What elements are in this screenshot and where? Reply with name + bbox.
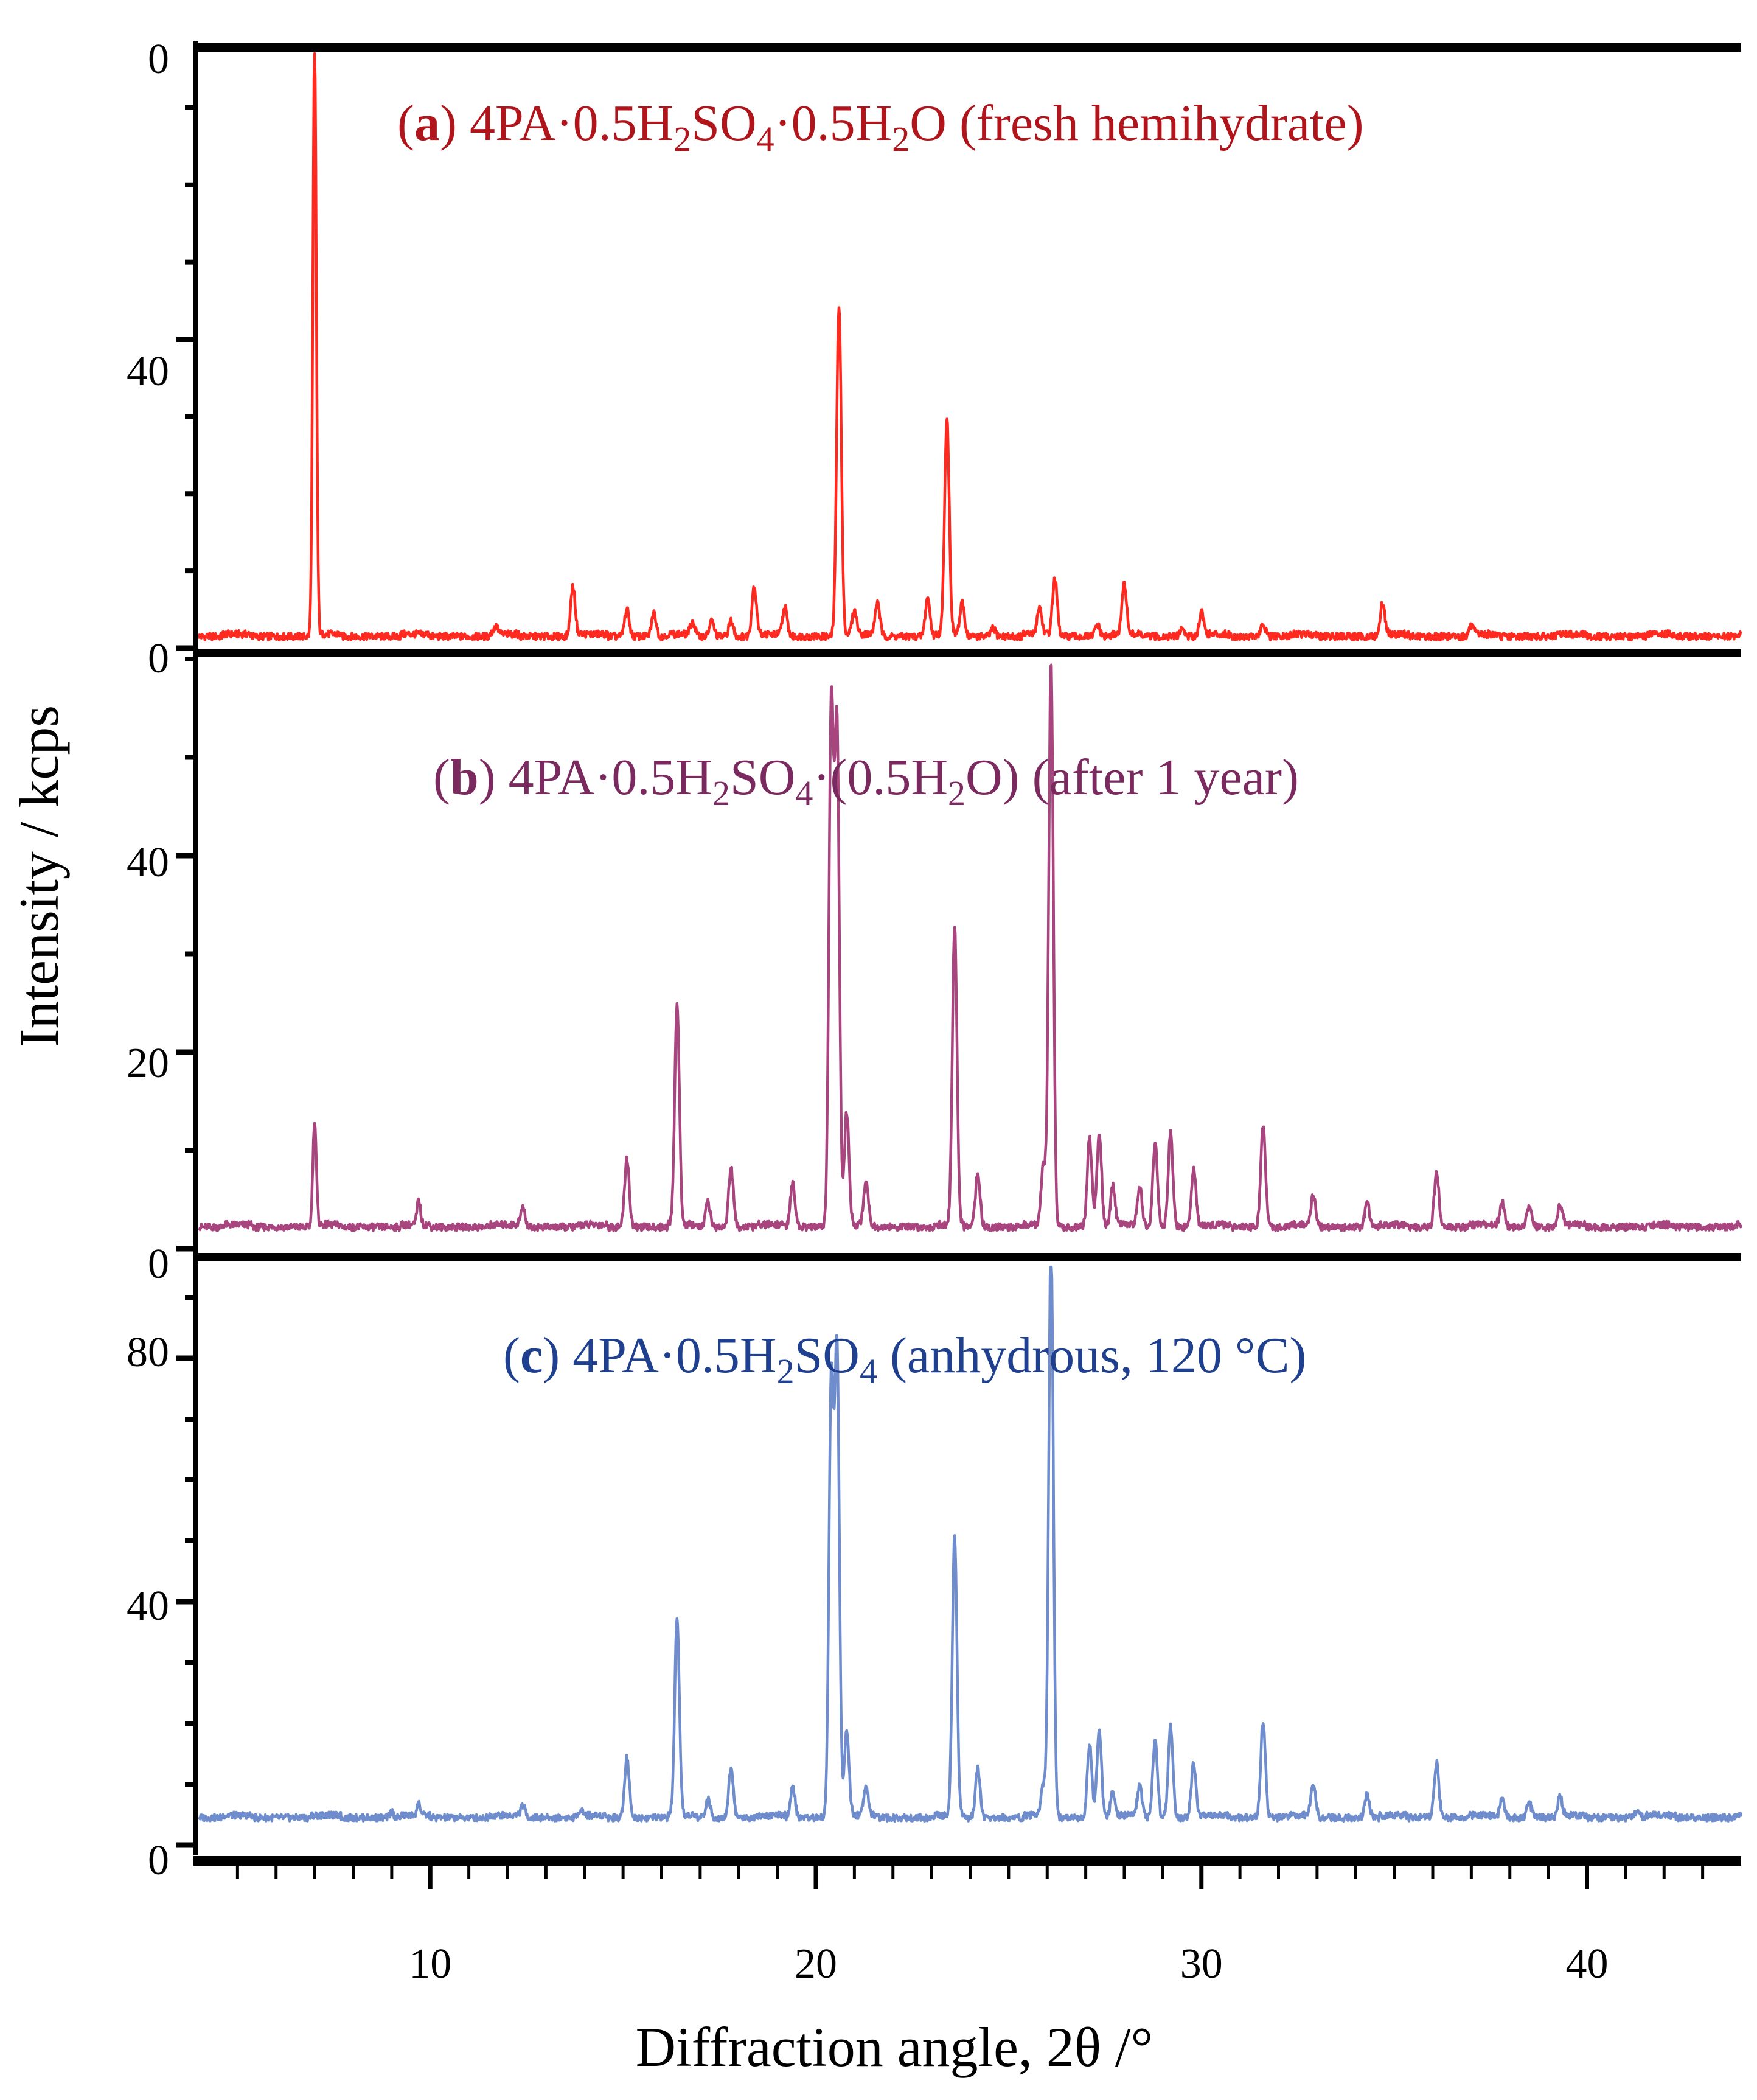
- panel-label-a: (a) 4PA·0.5H2SO4·0.5H2O (fresh hemihydra…: [397, 95, 1364, 159]
- panel-label-part: ·(0.5H: [813, 749, 948, 806]
- panel-label-part: (: [433, 749, 450, 806]
- panel-label-part: SO: [795, 1327, 860, 1384]
- x-axis-label: Diffraction angle, 2θ /°: [636, 2016, 1153, 2078]
- panel-label-part: O (fresh hemihydrate): [910, 95, 1363, 152]
- panel-label-part: c: [520, 1327, 543, 1384]
- panel-label-part: 2: [777, 1352, 795, 1391]
- panel-label-part: 4: [757, 119, 774, 159]
- y-tick-label: 0: [148, 635, 169, 682]
- y-tick-label: 0: [148, 1241, 169, 1288]
- x-tick-label: 10: [409, 1941, 451, 1987]
- y-tick-label: 40: [127, 348, 169, 395]
- panel-label-part: (: [503, 1327, 520, 1384]
- panel-label-part: O) (after 1 year): [965, 749, 1299, 806]
- x-tick-label: 40: [1566, 1941, 1609, 1987]
- panel-label-part: 2: [892, 119, 910, 159]
- y-axis-label: Intensity / kcps: [8, 705, 70, 1047]
- panel-label-part: ·0.5H: [774, 95, 892, 152]
- x-tick-label: 30: [1180, 1941, 1223, 1987]
- panel-label-part: a: [414, 95, 440, 152]
- panel-label-part: 4: [860, 1352, 877, 1391]
- y-tick-label: 20: [127, 1040, 169, 1087]
- x-tick-label: 20: [795, 1941, 837, 1987]
- panel-label-part: SO: [730, 749, 795, 806]
- panel-label-part: 2: [948, 773, 965, 813]
- panel-label-part: ) 4PA·0.5H: [543, 1327, 776, 1384]
- panel-label-part: (anhydrous, 120 °C): [877, 1327, 1307, 1384]
- panel-label-part: ) 4PA·0.5H: [440, 95, 673, 152]
- series-line-a: [197, 52, 1742, 642]
- y-tick-label: 0: [148, 1837, 169, 1884]
- x-axis: 10 20 30 40: [193, 1856, 1741, 1987]
- y-tick-label: 0: [148, 36, 169, 83]
- panel-label-b: (b) 4PA·0.5H2SO4·(0.5H2O) (after 1 year): [433, 749, 1299, 813]
- panel-label-part: 2: [712, 773, 730, 813]
- series-line-b: [198, 663, 1743, 1232]
- y-tick-label: 40: [127, 839, 169, 886]
- panel-label-part: b: [450, 749, 479, 806]
- panel-label-part: (: [397, 95, 414, 152]
- panel-label-c: (c) 4PA·0.5H2SO4 (anhydrous, 120 °C): [503, 1327, 1306, 1391]
- panel-c: 0 40 80 (c) 4PA·0.5H2SO4 (anhydrous, 120 °C…: [127, 1255, 1743, 1884]
- panel-label-part: 2: [673, 119, 691, 159]
- panel-label-part: 4: [795, 773, 813, 813]
- y-tick-label: 80: [127, 1329, 169, 1376]
- y-tick-label: 40: [127, 1583, 169, 1630]
- series-line-c: [198, 1265, 1743, 1823]
- panel-label-part: SO: [691, 95, 756, 152]
- panel-label-part: ) 4PA·0.5H: [479, 749, 712, 806]
